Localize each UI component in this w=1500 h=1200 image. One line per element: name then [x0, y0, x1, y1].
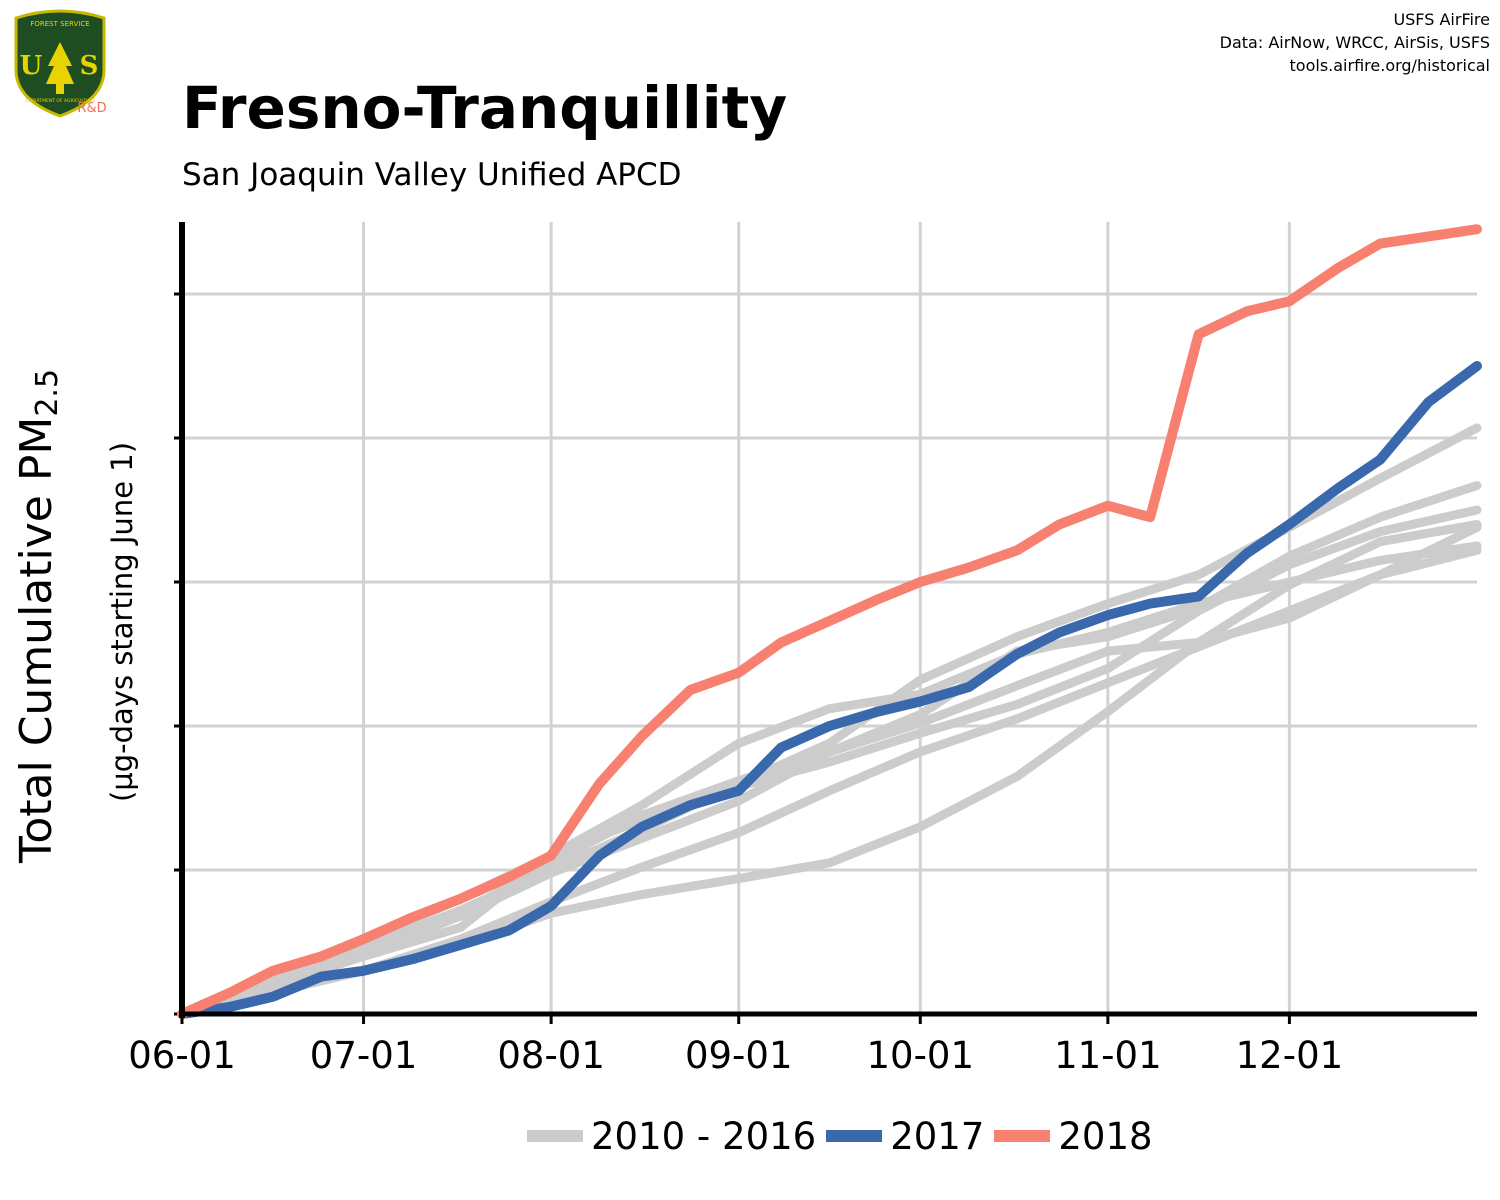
credits: USFS AirFire Data: AirNow, WRCC, AirSis,…: [1220, 8, 1490, 77]
usfs-shield-logo: U S FOREST SERVICE DEPARTMENT OF AGRICUL…: [8, 8, 112, 120]
legend-label-2017: 2017: [890, 1114, 985, 1158]
chart-title: Fresno-Tranquillity: [182, 74, 788, 142]
y-axis-label-text: Total Cumulative PM: [11, 416, 62, 864]
logo-letter-s: S: [80, 51, 99, 81]
x-tick-label-11-01: 11-01: [1054, 1034, 1162, 1077]
legend-label-2018: 2018: [1058, 1114, 1153, 1158]
series-line-2010-2016-4: [177, 545, 1482, 1019]
x-tick-label-09-01: 09-01: [685, 1034, 793, 1077]
x-tick-label-07-01: 07-01: [310, 1034, 418, 1077]
y-axis-label-subscript: 2.5: [30, 368, 65, 417]
credit-data-sources: Data: AirNow, WRCC, AirSis, USFS: [1219, 33, 1490, 52]
legend: 2010 - 2016 2017 2018: [527, 1114, 1163, 1158]
legend-swatch-2010-2016: [527, 1130, 583, 1142]
logo-badge: R&D: [77, 101, 106, 116]
logo-top-text: FOREST SERVICE: [30, 20, 89, 28]
tree-icon: [46, 42, 74, 94]
legend-label-2010-2016: 2010 - 2016: [591, 1114, 817, 1158]
logo-letter-u: U: [20, 51, 43, 81]
y-axis-label: Total Cumulative PM2.5: [11, 369, 65, 863]
x-tick-label-06-01: 06-01: [128, 1034, 236, 1077]
legend-item-2010-2016: 2010 - 2016: [527, 1115, 816, 1158]
legend-swatch-2017: [826, 1130, 883, 1142]
series-line-2017-7: [177, 361, 1482, 1019]
credit-url[interactable]: tools.airfire.org/historical: [1289, 56, 1490, 75]
series-line-2010-2016-3: [177, 541, 1482, 1019]
x-tick-label-10-01: 10-01: [867, 1034, 975, 1077]
series-line-2018-8: [177, 224, 1482, 1019]
logo-bottom-text: DEPARTMENT OF AGRICULTURE: [25, 98, 96, 104]
legend-swatch-2018: [994, 1130, 1051, 1142]
y-axis-sublabel: (µg-days starting June 1): [105, 441, 139, 803]
legend-item-2017: 2017: [826, 1115, 984, 1158]
legend-item-2018: 2018: [994, 1114, 1153, 1158]
chart-subtitle: San Joaquin Valley Unified APCD: [182, 157, 682, 193]
credit-org: USFS AirFire: [1393, 10, 1490, 29]
x-tick-label-08-01: 08-01: [497, 1034, 605, 1077]
x-tick-label-12-01: 12-01: [1236, 1034, 1344, 1077]
